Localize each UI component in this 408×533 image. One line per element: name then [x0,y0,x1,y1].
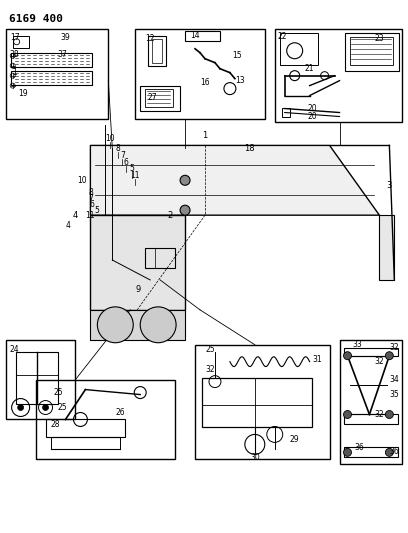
Circle shape [98,307,133,343]
Text: 6: 6 [124,158,129,167]
Bar [135,29,265,118]
Bar [145,248,175,268]
Bar [282,108,290,117]
Polygon shape [91,146,379,215]
Bar [140,86,180,110]
Text: 4: 4 [73,211,78,220]
Bar [344,415,398,424]
Bar [344,348,398,356]
Text: 19: 19 [18,89,27,98]
Text: 25: 25 [54,388,63,397]
Bar [145,88,173,107]
Text: 5: 5 [94,206,99,215]
Text: 9: 9 [135,285,141,294]
Text: 7: 7 [120,151,125,160]
Text: 7: 7 [88,193,93,203]
Text: 27: 27 [147,93,157,102]
Bar [185,31,220,41]
Bar [11,53,92,67]
Bar [148,36,166,66]
Text: 8: 8 [88,188,93,197]
Bar [13,36,29,48]
Bar [280,33,317,64]
Text: 15: 15 [232,51,242,60]
Text: 30: 30 [250,453,260,462]
Text: 26: 26 [115,408,125,417]
Text: 6169 400: 6169 400 [9,14,63,24]
Text: 2: 2 [168,211,173,220]
Circle shape [18,405,24,410]
Circle shape [344,410,352,418]
Text: 34: 34 [390,375,399,384]
Circle shape [386,410,393,418]
Text: 11: 11 [86,211,95,220]
Text: 20: 20 [308,104,317,113]
Text: 23: 23 [375,34,384,43]
Text: 28: 28 [51,420,60,429]
Circle shape [140,307,176,343]
Text: 32: 32 [375,410,384,419]
Circle shape [344,352,352,360]
Bar [152,39,162,63]
Polygon shape [91,215,185,310]
Bar [202,377,312,427]
Text: 18: 18 [244,144,255,153]
Text: 33: 33 [353,340,362,349]
Bar [339,340,402,464]
Text: 22: 22 [278,33,288,41]
Text: 12: 12 [145,34,155,43]
Text: 5: 5 [130,164,135,173]
Bar [344,33,399,71]
Bar [11,71,92,85]
Text: 6: 6 [90,200,95,209]
Text: 20: 20 [308,112,317,121]
Bar [35,379,175,459]
Text: 29: 29 [290,435,299,444]
Bar [275,29,402,123]
Text: 16: 16 [200,78,210,87]
Text: 31: 31 [313,355,322,364]
Text: 32: 32 [390,343,399,352]
Circle shape [386,448,393,456]
Text: 37: 37 [58,50,67,59]
Text: 36: 36 [355,443,364,452]
Text: 38: 38 [10,50,20,59]
Circle shape [386,352,393,360]
Circle shape [42,405,49,410]
Text: 24: 24 [10,345,20,354]
Bar [46,419,125,438]
Text: 17: 17 [10,33,20,42]
Text: 4: 4 [66,221,71,230]
Bar [6,340,75,419]
Text: 8: 8 [116,144,121,153]
Text: 25: 25 [58,403,67,412]
Bar [195,345,330,459]
Text: 25: 25 [205,345,215,354]
Text: 35: 35 [390,390,399,399]
Text: 1: 1 [202,131,208,140]
Text: 13: 13 [235,76,245,85]
Bar [344,447,398,457]
Bar [6,29,109,118]
Text: 32: 32 [205,365,215,374]
Text: 1: 1 [12,68,17,77]
Text: 3: 3 [387,181,392,190]
Text: 21: 21 [305,64,315,73]
Text: 10: 10 [78,176,87,185]
Circle shape [180,205,190,215]
Text: 39: 39 [61,33,70,42]
Polygon shape [91,310,185,340]
Polygon shape [379,215,395,280]
Text: 11: 11 [131,171,140,180]
Circle shape [180,175,190,185]
Bar [350,37,393,64]
Text: 36: 36 [390,447,399,456]
Circle shape [344,448,352,456]
Text: 14: 14 [190,31,200,41]
Text: 32: 32 [375,357,384,366]
Text: 10: 10 [106,134,115,143]
Bar [16,352,58,403]
